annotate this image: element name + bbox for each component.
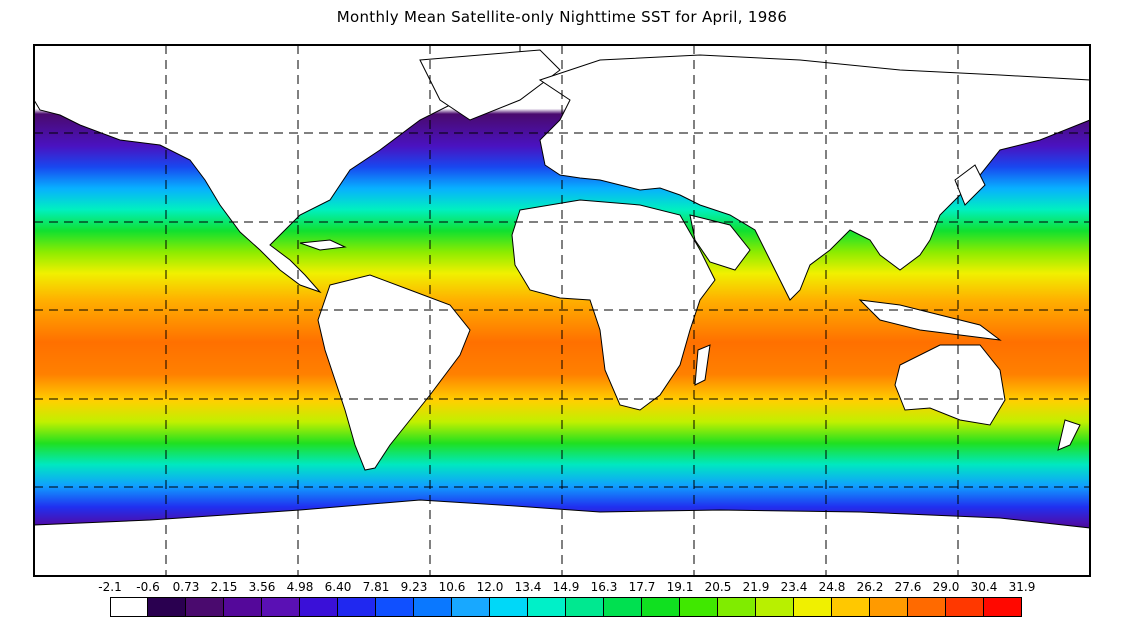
colorbar-swatch <box>642 597 680 617</box>
colorbar-tick-label: 0.73 <box>172 580 200 594</box>
colorbar-swatch <box>262 597 300 617</box>
colorbar-tick-label: 17.7 <box>628 580 656 594</box>
colorbar-swatch <box>604 597 642 617</box>
colorbar-swatch <box>338 597 376 617</box>
colorbar-tick-label: 9.23 <box>400 580 428 594</box>
colorbar-tick-label: 23.4 <box>780 580 808 594</box>
colorbar-tick-label: 21.9 <box>742 580 770 594</box>
colorbar-tick-label: 14.9 <box>552 580 580 594</box>
colorbar-swatch <box>756 597 794 617</box>
colorbar-swatch <box>794 597 832 617</box>
colorbar-tick-label: 31.9 <box>1008 580 1036 594</box>
greenland <box>419 49 561 121</box>
colorbar <box>110 597 1022 617</box>
colorbar-swatch <box>452 597 490 617</box>
colorbar-swatch <box>566 597 604 617</box>
arabian-peninsula <box>689 214 751 271</box>
colorbar-swatch <box>680 597 718 617</box>
colorbar-tick-label: 7.81 <box>362 580 390 594</box>
colorbar-tick-label: 24.8 <box>818 580 846 594</box>
colorbar-tick-label: 3.56 <box>248 580 276 594</box>
colorbar-tick-label: -2.1 <box>98 580 122 594</box>
colorbar-swatch <box>376 597 414 617</box>
australia <box>894 344 1006 426</box>
south-america <box>317 274 471 471</box>
caribbean <box>299 239 347 251</box>
colorbar-swatch <box>908 597 946 617</box>
new-zealand <box>1057 419 1081 451</box>
colorbar-swatch <box>946 597 984 617</box>
colorbar-tick-label: 29.0 <box>932 580 960 594</box>
colorbar-tick-label: 10.6 <box>438 580 466 594</box>
colorbar-tick-label: 26.2 <box>856 580 884 594</box>
colorbar-tick-labels: -2.1 -0.6 0.73 2.15 3.56 4.98 6.40 7.81 9.23 10.6… <box>0 580 1124 594</box>
japan <box>954 164 986 206</box>
colorbar-swatch <box>528 597 566 617</box>
colorbar-swatch <box>300 597 338 617</box>
colorbar-swatch <box>186 597 224 617</box>
sst-map <box>33 44 1091 577</box>
madagascar <box>694 344 711 386</box>
colorbar-tick-label: 19.1 <box>666 580 694 594</box>
colorbar-tick-label: 27.6 <box>894 580 922 594</box>
colorbar-swatch <box>110 597 148 617</box>
graticule <box>34 45 1090 576</box>
colorbar-tick-label: 30.4 <box>970 580 998 594</box>
colorbar-swatch <box>490 597 528 617</box>
colorbar-tick-label: -0.6 <box>136 580 160 594</box>
colorbar-tick-label: 4.98 <box>286 580 314 594</box>
colorbar-swatch <box>984 597 1022 617</box>
chart-title: Monthly Mean Satellite-only Nighttime SS… <box>336 8 788 26</box>
colorbar-tick-label: 12.0 <box>476 580 504 594</box>
africa <box>511 199 716 411</box>
colorbar-swatch <box>148 597 186 617</box>
colorbar-swatch <box>832 597 870 617</box>
colorbar-tick-label: 16.3 <box>590 580 618 594</box>
map-frame <box>33 44 1091 577</box>
colorbar-swatch <box>870 597 908 617</box>
colorbar-swatch <box>718 597 756 617</box>
colorbar-swatch <box>414 597 452 617</box>
colorbar-tick-label: 13.4 <box>514 580 542 594</box>
colorbar-swatch <box>224 597 262 617</box>
colorbar-tick-label: 6.40 <box>324 580 352 594</box>
colorbar-tick-label: 2.15 <box>210 580 238 594</box>
colorbar-tick-label: 20.5 <box>704 580 732 594</box>
